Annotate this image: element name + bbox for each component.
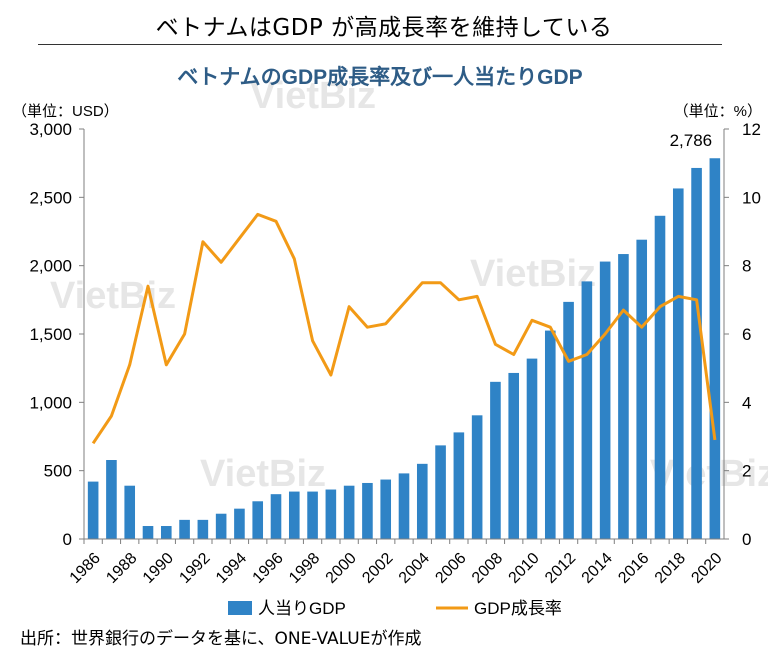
- x-tick-label: 1994: [213, 550, 250, 587]
- legend: 人当りGDP GDP成長率: [228, 599, 562, 618]
- bar: [380, 480, 391, 539]
- watermark-text: VietBiz: [200, 453, 326, 495]
- bar: [399, 473, 410, 539]
- y-right-tick-label: 2: [742, 462, 751, 481]
- x-tick-label: 2014: [579, 550, 616, 587]
- chart-title: ベトナムのGDP成長率及び一人当たりGDP: [177, 65, 582, 89]
- legend-swatch-bar: [228, 601, 252, 615]
- x-tick-label: 1988: [103, 550, 140, 587]
- y-left-tick-label: 1,000: [29, 393, 72, 412]
- title-divider: [38, 44, 722, 45]
- y-left-tick-label: 3,000: [29, 120, 72, 139]
- x-tick-label: 2002: [359, 550, 396, 587]
- bar: [179, 520, 190, 539]
- x-tick-label: 1990: [140, 550, 177, 587]
- y-right-tick-label: 8: [742, 257, 751, 276]
- bar: [655, 216, 666, 539]
- bar: [710, 158, 721, 539]
- bar: [691, 168, 702, 539]
- bar: [673, 188, 684, 539]
- x-tick-label: 2008: [469, 550, 506, 587]
- y-right-tick-label: 0: [742, 530, 751, 549]
- y-left-tick-label: 2,000: [29, 257, 72, 276]
- y-right-tick-label: 4: [742, 393, 751, 412]
- bar: [106, 460, 117, 539]
- page-header: ベトナムはGDP が高成長率を維持している: [0, 0, 768, 46]
- bar: [582, 281, 593, 539]
- bar: [289, 492, 300, 539]
- y-right-tick-label: 10: [742, 188, 761, 207]
- y-right-tick-label: 12: [742, 120, 761, 139]
- data-label-2020: 2,786: [670, 131, 713, 150]
- bar: [472, 415, 483, 539]
- bar: [362, 483, 373, 539]
- x-tick-label: 1996: [250, 550, 287, 587]
- x-tick-label: 1992: [176, 550, 213, 587]
- y-axis-left-label: （単位：USD）: [12, 103, 119, 120]
- legend-label-line: GDP成長率: [474, 599, 562, 618]
- bar: [326, 490, 337, 539]
- source-note: 出所：世界銀行のデータを基に、ONE-VALUEが作成: [20, 624, 421, 649]
- watermark-text: VietBiz: [470, 253, 596, 295]
- watermark-text: VietBiz: [50, 275, 176, 317]
- x-tick-label: 1998: [286, 550, 323, 587]
- bar: [234, 509, 245, 539]
- y-left-tick-label: 0: [63, 530, 72, 549]
- bar: [417, 464, 428, 539]
- x-tick-label: 2000: [323, 550, 360, 587]
- x-tick-label: 2010: [506, 550, 543, 587]
- bar: [435, 445, 446, 539]
- bar: [527, 359, 538, 539]
- bar: [307, 492, 318, 539]
- bar: [618, 254, 629, 539]
- y-left-tick-label: 2,500: [29, 188, 72, 207]
- bar: [271, 494, 282, 539]
- bar: [563, 302, 574, 539]
- bar: [198, 520, 209, 539]
- x-tick-label: 2018: [652, 550, 689, 587]
- bar: [508, 373, 519, 539]
- bar: [545, 331, 556, 539]
- bar: [216, 514, 227, 539]
- x-tick-label: 2004: [396, 550, 433, 587]
- bar: [143, 526, 154, 539]
- y-left-tick-label: 1,500: [29, 325, 72, 344]
- x-tick-label: 2020: [688, 550, 725, 587]
- x-tick-label: 2006: [432, 550, 469, 587]
- x-tick-label: 2012: [542, 550, 579, 587]
- x-tick-label: 1986: [67, 550, 104, 587]
- y-left-tick-label: 500: [44, 462, 72, 481]
- bar: [344, 486, 355, 539]
- bar: [88, 482, 99, 539]
- bar: [161, 526, 172, 539]
- bar: [600, 262, 611, 539]
- bar: [636, 240, 647, 539]
- legend-label-bar: 人当りGDP: [258, 599, 346, 618]
- bar: [490, 382, 501, 539]
- bar: [252, 501, 263, 539]
- y-axis-right-label: （単位：%）: [674, 103, 762, 120]
- bar: [124, 486, 135, 539]
- y-right-tick-label: 6: [742, 325, 751, 344]
- bar: [454, 432, 465, 539]
- x-tick-label: 2016: [615, 550, 652, 587]
- page-title: ベトナムはGDP が高成長率を維持している: [0, 8, 768, 42]
